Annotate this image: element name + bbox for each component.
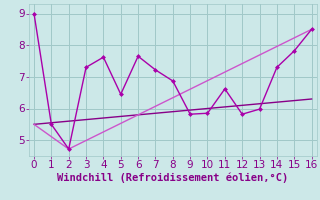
X-axis label: Windchill (Refroidissement éolien,°C): Windchill (Refroidissement éolien,°C) xyxy=(57,173,288,183)
